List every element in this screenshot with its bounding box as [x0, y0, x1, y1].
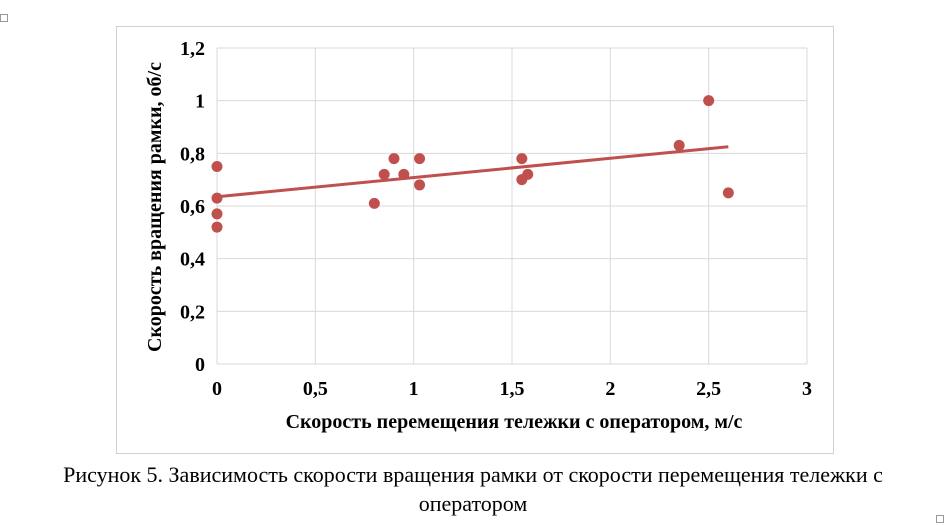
x-tick-label: 1	[409, 378, 419, 400]
x-tick-label: 2,5	[696, 378, 721, 400]
data-point	[516, 153, 528, 165]
y-tick-label: 0,8	[180, 143, 205, 165]
trendline-layer	[216, 145, 729, 199]
y-tick-label: 0,4	[180, 249, 205, 271]
caption-line-2: оператором	[418, 491, 528, 516]
figure-caption: Рисунок 5. Зависимость скорости вращения…	[0, 460, 946, 518]
x-tick-label: 2	[605, 378, 615, 400]
scatter-chart: 0 0,2 0,4 0,6 0,8 1 1,2 0 0,5 1 1,5 2 2,5 3 Скорость…	[144, 38, 812, 433]
y-tick-label: 1,2	[180, 38, 205, 60]
data-point	[378, 168, 390, 180]
y-tick-label: 0,6	[180, 196, 205, 218]
x-tick-label: 3	[802, 378, 812, 400]
data-point	[414, 153, 426, 165]
x-tick-label: 1,5	[500, 378, 525, 400]
data-point	[211, 208, 223, 220]
x-tick-label: 0,5	[303, 378, 328, 400]
data-point	[522, 168, 534, 180]
data-point	[388, 153, 400, 165]
caption-line-1: Рисунок 5. Зависимость скорости вращения…	[63, 462, 883, 487]
data-point	[398, 168, 410, 180]
y-tick-label: 0	[195, 354, 205, 376]
data-point	[368, 197, 380, 209]
y-tick-labels: 0 0,2 0,4 0,6 0,8 1 1,2	[180, 38, 205, 376]
data-point	[703, 95, 715, 107]
data-point	[211, 161, 223, 172]
y-tick-label: 0,2	[180, 301, 205, 323]
x-axis-title: Скорость перемещения тележки с операторо…	[286, 411, 743, 433]
data-point	[673, 139, 685, 151]
chart-frame: 0 0,2 0,4 0,6 0,8 1 1,2 0 0,5 1 1,5 2 2,5 3 Скорость…	[116, 26, 834, 454]
y-tick-label: 1	[195, 91, 205, 113]
linear-trendline	[216, 145, 729, 199]
y-axis-title: Скорость вращения рамки, об/с	[144, 62, 166, 352]
data-points	[211, 95, 734, 233]
x-tick-label: 0	[212, 378, 222, 400]
x-tick-labels: 0 0,5 1 1,5 2 2,5 3	[212, 378, 812, 400]
corner-crop-mark	[0, 14, 8, 22]
grid-lines	[216, 47, 808, 365]
corner-crop-mark	[936, 515, 944, 523]
data-point	[722, 187, 734, 199]
data-point	[211, 221, 223, 233]
data-point	[414, 179, 426, 191]
data-point	[211, 192, 223, 204]
